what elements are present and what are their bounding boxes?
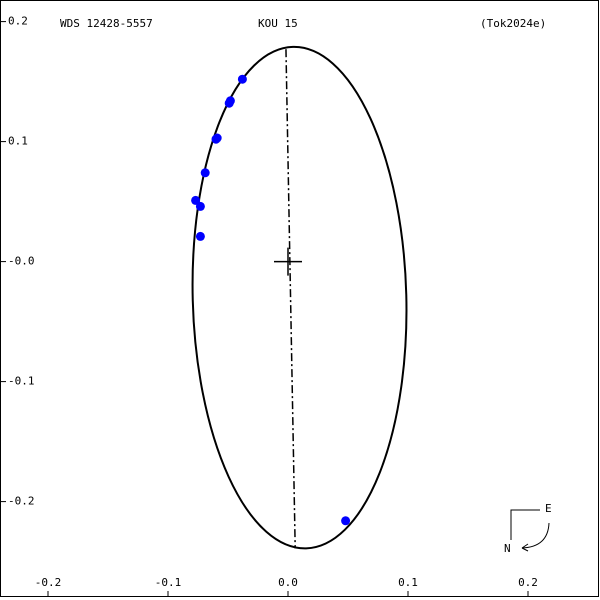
compass-north: N — [504, 542, 511, 555]
x-tick-label: 0.1 — [398, 576, 418, 589]
primary-star — [274, 247, 302, 276]
observation-point — [195, 231, 205, 241]
observation-point — [211, 134, 221, 144]
x-tick-label: -0.2 — [35, 576, 62, 589]
reference: (Tok2024e) — [480, 17, 546, 30]
y-tick-label: 0.1 — [8, 135, 28, 148]
observation-point — [191, 195, 201, 205]
observation-point — [195, 201, 205, 211]
compass-arrow — [521, 522, 550, 549]
observation-point — [341, 516, 351, 526]
observation-point — [237, 74, 247, 84]
observation-point — [225, 96, 235, 106]
compass-axes — [510, 509, 540, 540]
line-of-nodes — [285, 49, 296, 549]
orbit — [191, 45, 408, 550]
x-tick-label: 0.0 — [278, 576, 298, 589]
y-tick-label: -0.1 — [8, 375, 35, 388]
y-tick-label: -0.2 — [8, 495, 35, 508]
chart-title: WDS 12428-5557 — [60, 17, 153, 30]
y-tick-label: 0.2 — [8, 15, 28, 28]
compass-east: E — [545, 502, 552, 515]
observation-point — [200, 168, 210, 178]
compass — [510, 509, 550, 552]
compass-arrowhead — [521, 543, 529, 552]
x-tick-label: -0.1 — [155, 576, 182, 589]
y-tick-label: -0.0 — [8, 255, 35, 268]
x-tick-label: 0.2 — [518, 576, 538, 589]
chart-subtitle: KOU 15 — [258, 17, 298, 30]
